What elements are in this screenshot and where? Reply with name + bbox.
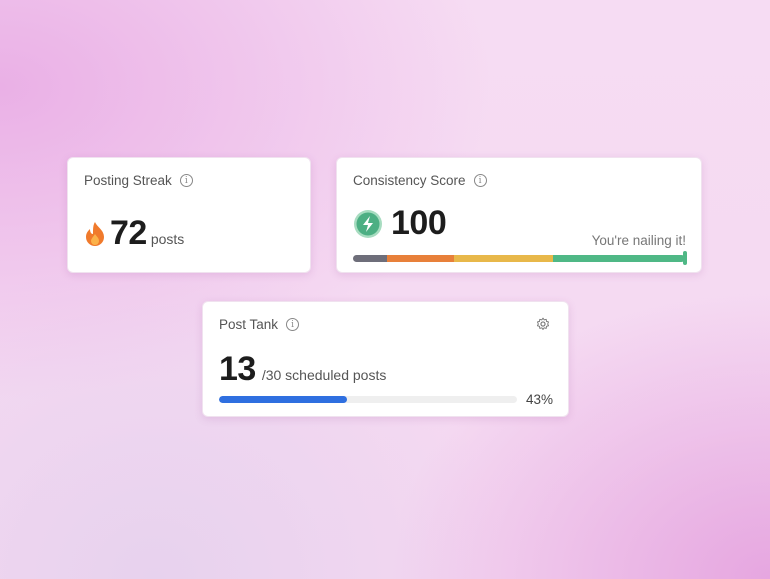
- info-icon[interactable]: i: [179, 174, 193, 187]
- fire-icon: [86, 221, 104, 246]
- lightning-icon: [354, 209, 382, 238]
- posting-streak-card: Posting Streak i 72 posts: [67, 157, 311, 273]
- tank-suffix: /30 scheduled posts: [261, 367, 387, 383]
- streak-value: 72: [110, 214, 147, 252]
- tank-percent: 43%: [525, 392, 553, 407]
- consistency-value: 100: [391, 204, 447, 242]
- segment-orange: [387, 255, 454, 262]
- segment-gray: [353, 255, 387, 262]
- streak-unit: posts: [150, 231, 185, 247]
- post-tank-card: Post Tank i 13 /30 scheduled posts 43%: [202, 301, 569, 417]
- post-tank-title: Post Tank: [219, 317, 279, 332]
- segment-yellow: [454, 255, 553, 262]
- tank-progress-track: [219, 396, 517, 403]
- info-icon[interactable]: i: [286, 318, 300, 331]
- tank-value: 13: [219, 350, 256, 388]
- consistency-message: You're nailing it!: [591, 233, 686, 248]
- info-icon[interactable]: i: [473, 174, 487, 187]
- tank-progress-fill: [219, 396, 348, 403]
- segment-green: [553, 255, 685, 262]
- consistency-bar: [353, 255, 685, 262]
- posting-streak-title: Posting Streak: [84, 173, 172, 188]
- consistency-score-card: Consistency Score i 100 You're nailing it…: [336, 157, 702, 273]
- consistency-title: Consistency Score: [353, 173, 466, 188]
- gear-icon[interactable]: [536, 317, 550, 331]
- score-marker: [683, 251, 687, 265]
